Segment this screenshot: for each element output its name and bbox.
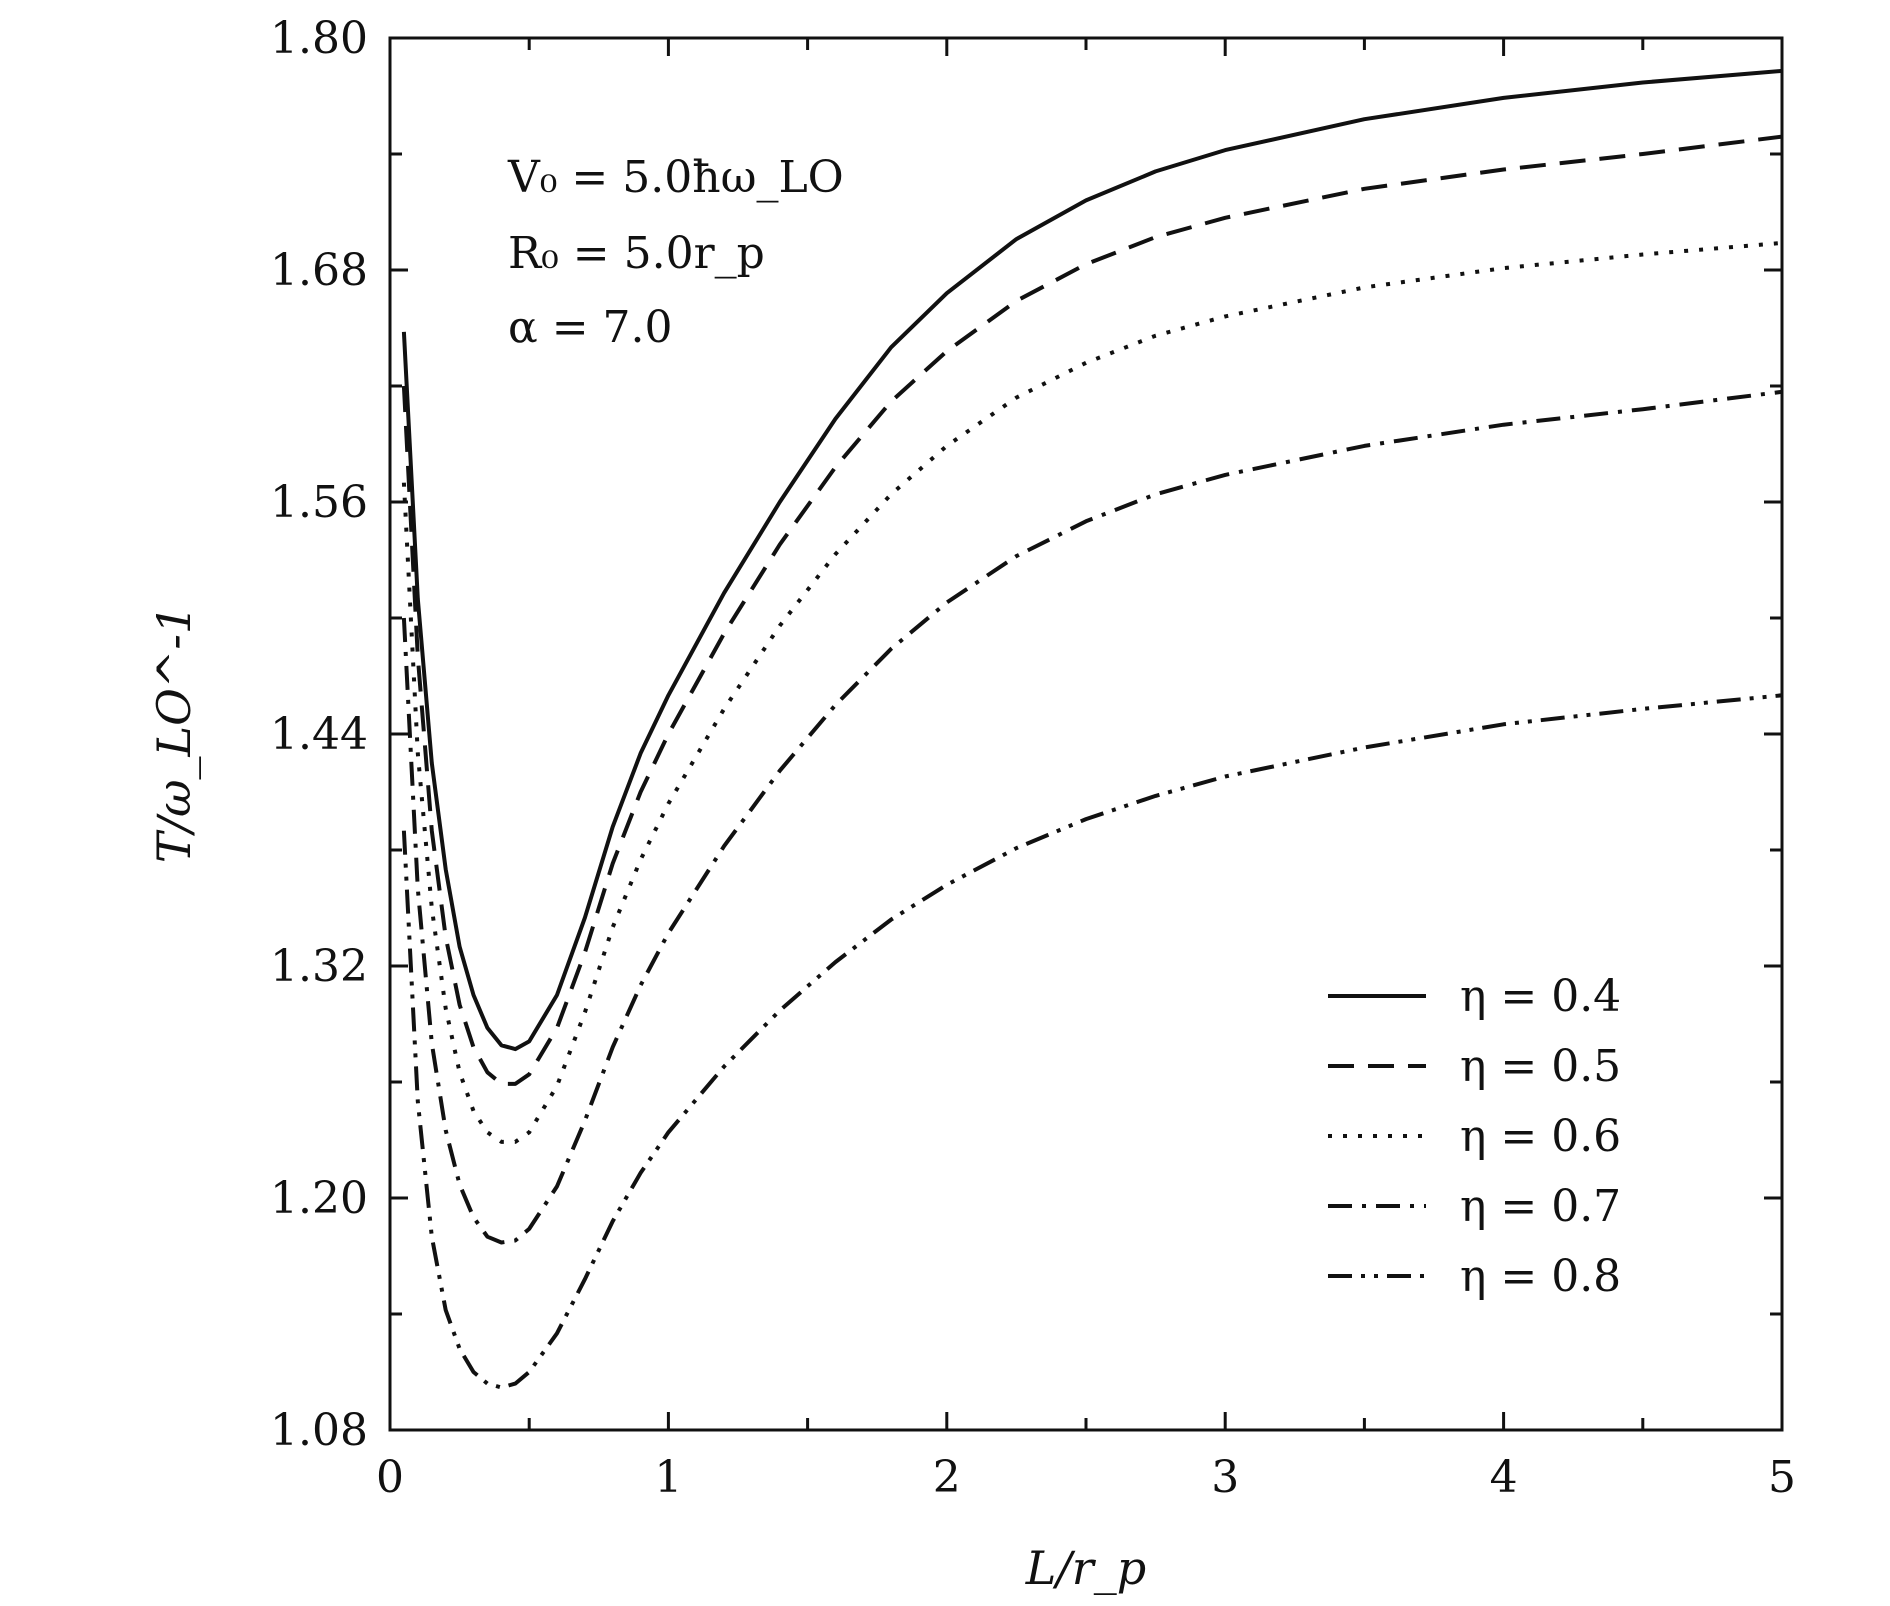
x-tick-label: 1 (654, 1452, 682, 1503)
axis-ticks: 0 1 2 3 4 5 1.08 1.20 1.32 1.44 1.56 1.68 1.80 (270, 13, 1796, 1503)
y-tick-label: 1.80 (270, 13, 368, 64)
y-tick-label: 1.08 (270, 1405, 368, 1456)
legend-label-5: η = 0.8 (1460, 1251, 1621, 1302)
y-axis-label: T/ω_LO^-1 (147, 605, 201, 863)
x-tick-label: 0 (376, 1452, 404, 1503)
x-tick-label: 5 (1768, 1452, 1796, 1503)
y-tick-label: 1.56 (270, 477, 368, 528)
annotation-r0: R₀ = 5.0r_p (508, 228, 765, 279)
y-tick-label: 1.32 (270, 941, 368, 992)
annotation-v0: V₀ = 5.0ħω_LO (507, 152, 844, 203)
annotation-alpha: α = 7.0 (508, 302, 673, 353)
x-axis-label: L/r_p (1025, 1541, 1146, 1595)
legend-label-3: η = 0.6 (1460, 1111, 1621, 1162)
legend-label-2: η = 0.5 (1460, 1041, 1621, 1092)
legend-label-1: η = 0.4 (1460, 971, 1621, 1022)
y-tick-label: 1.20 (270, 1173, 368, 1224)
y-tick-label: 1.68 (270, 245, 368, 296)
series-line-5 (401, 693, 1783, 1390)
x-tick-label: 2 (933, 1452, 961, 1503)
series-line-2 (401, 134, 1783, 1086)
legend-label-4: η = 0.7 (1460, 1181, 1621, 1232)
legend: η = 0.4 η = 0.5 η = 0.6 η = 0.7 η = 0.8 (1328, 971, 1621, 1302)
x-tick-label: 3 (1211, 1452, 1239, 1503)
series-line-4 (401, 389, 1783, 1245)
x-tick-label: 4 (1490, 1452, 1518, 1503)
y-tick-label: 1.44 (270, 709, 368, 760)
series-group (401, 68, 1783, 1390)
series-line-1 (401, 68, 1783, 1052)
